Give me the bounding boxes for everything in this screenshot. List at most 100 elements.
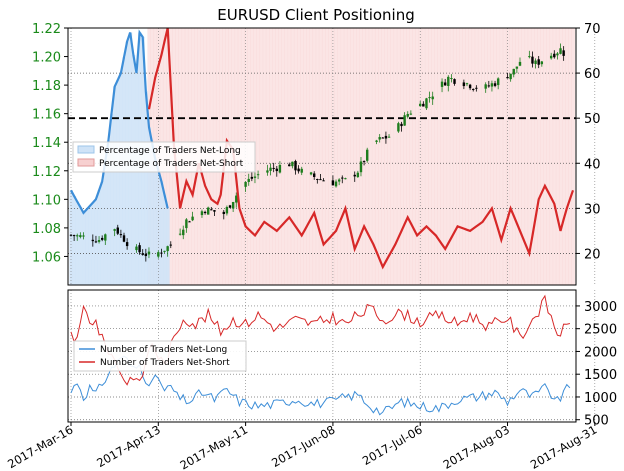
bottom-legend: Number of Traders Net-Long Number of Tra…: [73, 340, 247, 372]
net-short-fill-bar: [452, 28, 457, 285]
net-short-fill-bar: [546, 28, 551, 285]
net-short-fill-bar: [328, 28, 332, 285]
net-short-fill-bar: [340, 28, 345, 285]
candle-body: [341, 177, 344, 179]
candle-body: [484, 84, 487, 89]
candle-body: [334, 181, 338, 187]
candle-body: [82, 235, 85, 237]
net-short-fill-bar: [381, 28, 385, 285]
date-tick-label: 2017-May-11: [177, 422, 250, 471]
net-short-fill-bar: [555, 28, 560, 285]
net-short-fill-bar: [518, 28, 522, 285]
net-short-fill-bar: [481, 28, 485, 285]
net-short-fill-bar: [505, 28, 510, 285]
candle-body: [200, 211, 204, 216]
candle-body: [462, 82, 466, 87]
net-short-fill-bar: [306, 28, 310, 285]
top-panel: 1.06 1.08 1.10 1.12 1.14 1.16 1.18 1.20 1.22 20 3…: [32, 22, 601, 286]
candle-body: [100, 237, 104, 240]
candle-body: [490, 83, 494, 87]
net-short-fill-bar: [293, 28, 298, 285]
net-long-fill-bar: [153, 158, 158, 285]
legend-net-short-pct-swatch: [77, 158, 95, 167]
candle-body: [465, 83, 469, 85]
net-long-fill-bar: [113, 86, 117, 285]
percent-tick-label: 20: [584, 247, 601, 262]
candle-body: [512, 68, 515, 75]
net-short-fill-bar: [272, 28, 276, 285]
price-tick-label: 1.12: [32, 165, 61, 180]
net-short-fill-bar: [290, 28, 295, 285]
candle-body: [222, 211, 225, 215]
net-long-fill-bar: [75, 201, 80, 285]
net-short-fill-bar: [512, 28, 516, 285]
count-axis: 500 1000 1500 2000 2500 3000: [576, 300, 617, 429]
candle-body: [496, 78, 500, 86]
net-short-fill-bar: [412, 28, 416, 285]
candle-body: [169, 244, 172, 246]
date-axis: 2017-Mar-16 2017-Apr-13 2017-May-11 2017-Ju…: [5, 422, 599, 471]
candle-body: [447, 76, 450, 86]
net-short-fill-bar: [465, 28, 469, 285]
bottom-panel-frame: [67, 289, 577, 423]
candle-body: [275, 168, 278, 172]
net-short-fill-bar: [350, 28, 354, 285]
net-short-fill-bar: [356, 28, 360, 285]
net-short-fill-bar: [371, 28, 376, 285]
candle-body: [266, 170, 269, 173]
count-tick-label: 2000: [584, 345, 617, 360]
net-short-fill-bar: [353, 28, 357, 285]
percent-tick-label: 30: [584, 202, 601, 217]
candle-body: [453, 79, 456, 84]
candle-body: [356, 172, 360, 178]
net-long-fill-bar: [134, 73, 139, 285]
date-tick-label: 2017-Jun-08: [269, 422, 337, 470]
net-short-fill-bar: [396, 28, 401, 285]
net-short-fill-bar: [281, 28, 285, 285]
net-short-fill-bar: [374, 28, 379, 285]
top-legend-box: [72, 141, 256, 173]
date-tick-label: 2017-Aug-31: [528, 422, 599, 471]
bottom-legend-box: [73, 340, 247, 372]
candle-body: [531, 56, 534, 64]
candle-body: [506, 77, 509, 79]
candle-body: [515, 66, 519, 69]
candle-body: [247, 178, 250, 182]
candle-body: [185, 219, 188, 229]
candle-body: [203, 211, 207, 214]
candle-body: [188, 221, 191, 223]
candle-body: [97, 240, 101, 242]
price-tick-label: 1.10: [32, 193, 61, 208]
candle-body: [422, 103, 425, 107]
price-axis: 1.06 1.08 1.10 1.12 1.14 1.16 1.18 1.20 1.22: [32, 22, 68, 265]
net-short-fill-bar: [303, 28, 307, 285]
count-tick-label: 1000: [584, 391, 617, 406]
candle-body: [166, 246, 169, 252]
count-tick-label: 2500: [584, 323, 617, 338]
candle-body: [210, 209, 213, 211]
candle-body: [244, 181, 247, 187]
net-short-fill-bar: [334, 28, 338, 285]
net-short-fill-bar: [268, 28, 273, 285]
candle-body: [362, 161, 366, 163]
net-long-fill-bar: [106, 140, 111, 285]
net-short-fill-bar: [565, 28, 569, 285]
net-short-fill-bar: [543, 28, 547, 285]
candle-body: [556, 53, 559, 56]
candle-body: [387, 136, 391, 138]
candle-body: [272, 167, 275, 169]
legend-net-short-count-label: Number of Traders Net-Short: [100, 358, 230, 368]
net-short-fill-bar: [499, 28, 504, 285]
net-short-fill-bar: [437, 28, 441, 285]
net-short-fill-bar: [496, 28, 501, 285]
net-short-fill-bar: [440, 28, 445, 285]
net-long-fill-bar: [81, 212, 86, 285]
date-tick-label: 2017-Mar-16: [5, 422, 75, 471]
net-short-fill-bar: [359, 28, 363, 285]
net-short-fill-bar: [278, 28, 282, 285]
candle-body: [291, 161, 294, 167]
net-short-fill-bar: [321, 28, 326, 285]
candle-body: [331, 180, 335, 186]
candle-body: [378, 137, 381, 140]
candle-body: [104, 234, 107, 241]
